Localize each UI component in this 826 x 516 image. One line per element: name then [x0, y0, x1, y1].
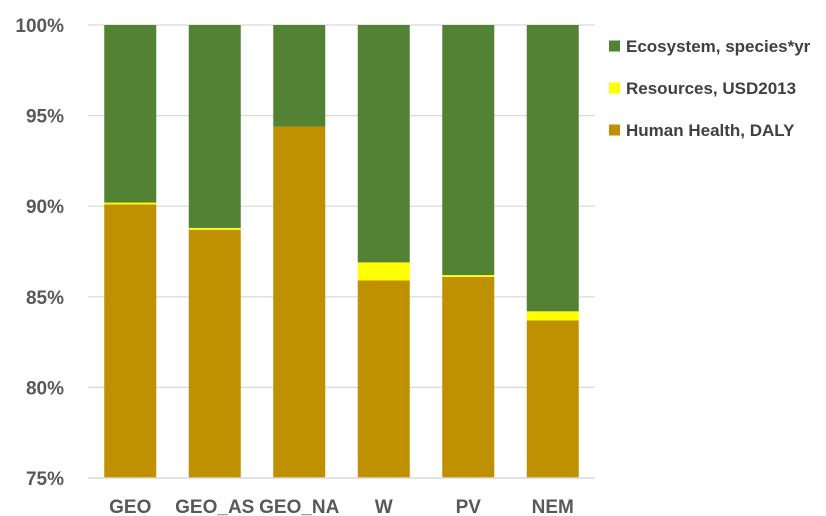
legend-swatch [609, 82, 620, 94]
bar-geo-na-series-0 [273, 126, 326, 479]
y-tick-label: 85% [26, 288, 64, 309]
x-tick-label: NEM [532, 497, 574, 516]
legend-swatch [609, 40, 620, 52]
bar-geo-as-series-0 [188, 229, 241, 478]
bar-geo-as-series-1 [188, 227, 241, 230]
bar-nem-series-1 [526, 311, 579, 321]
x-tick-label: GEO_NA [259, 497, 340, 516]
bar-w-series-2 [357, 25, 410, 263]
bar-w-series-0 [357, 280, 410, 478]
x-tick-label: W [375, 497, 393, 516]
y-tick-label: 90% [26, 197, 64, 218]
y-tick-label: 75% [26, 469, 64, 490]
legend-swatch [609, 124, 620, 136]
bar-geo-series-1 [104, 202, 157, 205]
bar-pv-series-1 [442, 275, 495, 277]
y-tick-label: 100% [15, 16, 64, 37]
bar-nem-series-2 [526, 25, 579, 312]
bar-w-series-1 [357, 262, 410, 281]
x-tick-label: PV [456, 497, 482, 516]
bar-geo-na-series-2 [273, 25, 326, 127]
bar-geo-series-2 [104, 25, 157, 203]
bar-nem-series-0 [526, 320, 579, 478]
bars [104, 25, 579, 479]
y-axis-ticks: 75% 80% 85% 90% 95% 100% [15, 16, 64, 490]
bar-geo-series-0 [104, 204, 157, 478]
bar-pv-series-2 [442, 25, 495, 276]
legend-label: Human Health, DALY [626, 121, 795, 140]
x-tick-label: GEO [109, 497, 151, 516]
bar-geo-as-series-2 [188, 25, 241, 228]
y-tick-label: 80% [26, 378, 64, 399]
y-tick-label: 95% [26, 107, 64, 128]
bar-pv-series-0 [442, 276, 495, 478]
x-tick-label: GEO_AS [175, 497, 254, 516]
gridlines [88, 24, 595, 388]
legend-label: Resources, USD2013 [626, 79, 796, 98]
legend: Ecosystem, species*yr Resources, USD2013 H… [609, 37, 811, 140]
x-axis-ticks: GEO GEO_AS GEO_NA W PV NEM [109, 497, 574, 516]
legend-label: Ecosystem, species*yr [626, 37, 811, 56]
